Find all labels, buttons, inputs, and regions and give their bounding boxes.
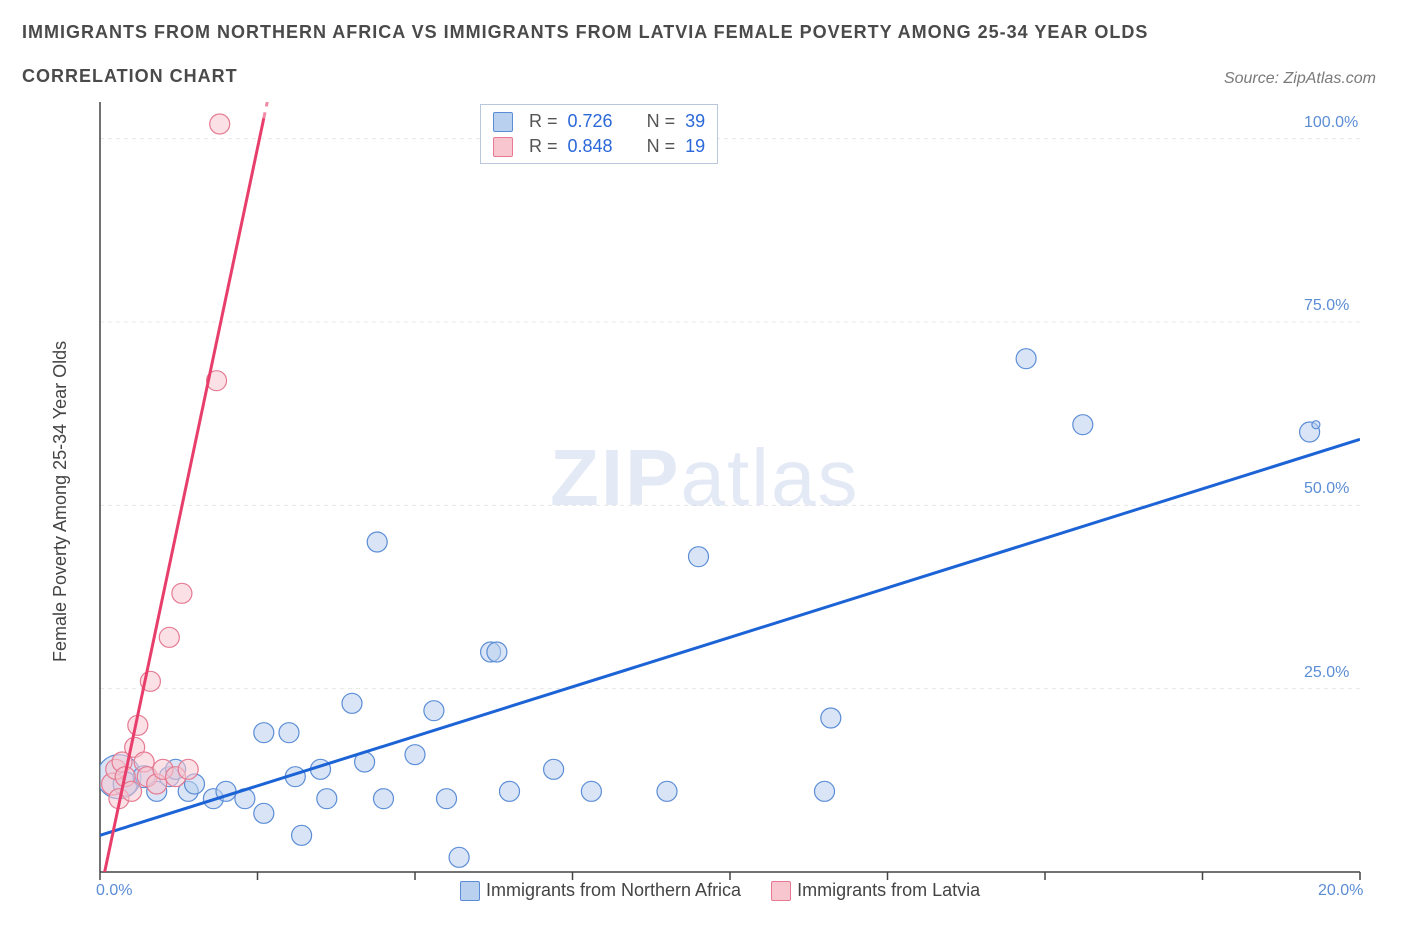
source-attribution: Source: ZipAtlas.com bbox=[1224, 70, 1376, 88]
chart-container: Female Poverty Among 25-34 Year Olds ZIP… bbox=[50, 102, 1380, 902]
legend-label-b: Immigrants from Latvia bbox=[797, 880, 980, 900]
x-tick-label: 0.0% bbox=[96, 882, 132, 900]
y-tick-label: 75.0% bbox=[1304, 297, 1349, 315]
scatter-chart bbox=[50, 102, 1380, 902]
series-legend: Immigrants from Northern Africa Immigran… bbox=[460, 880, 980, 901]
y-tick-label: 100.0% bbox=[1304, 114, 1358, 132]
square-icon bbox=[493, 112, 513, 132]
y-tick-label: 50.0% bbox=[1304, 480, 1349, 498]
n-value: 39 bbox=[685, 111, 705, 132]
legend-item-a: Immigrants from Northern Africa bbox=[460, 880, 741, 901]
r-value: 0.726 bbox=[568, 111, 613, 132]
legend-row: R = 0.726 N = 39 bbox=[493, 109, 705, 134]
source-link[interactable]: ZipAtlas.com bbox=[1284, 70, 1376, 87]
r-label: R = bbox=[529, 111, 558, 132]
n-label: N = bbox=[647, 111, 676, 132]
legend-item-b: Immigrants from Latvia bbox=[771, 880, 980, 901]
chart-title-line1: IMMIGRANTS FROM NORTHERN AFRICA VS IMMIG… bbox=[22, 22, 1148, 43]
square-icon bbox=[460, 881, 480, 901]
source-prefix: Source: bbox=[1224, 70, 1284, 87]
x-tick-label: 20.0% bbox=[1318, 882, 1363, 900]
n-value: 19 bbox=[685, 136, 705, 157]
correlation-legend: R = 0.726 N = 39 R = 0.848 N = 19 bbox=[480, 104, 718, 164]
legend-row: R = 0.848 N = 19 bbox=[493, 134, 705, 159]
legend-label-a: Immigrants from Northern Africa bbox=[486, 880, 741, 900]
r-label: R = bbox=[529, 136, 558, 157]
n-label: N = bbox=[647, 136, 676, 157]
y-tick-label: 25.0% bbox=[1304, 664, 1349, 682]
square-icon bbox=[493, 137, 513, 157]
chart-title-line2: CORRELATION CHART bbox=[22, 66, 238, 87]
r-value: 0.848 bbox=[568, 136, 613, 157]
square-icon bbox=[771, 881, 791, 901]
